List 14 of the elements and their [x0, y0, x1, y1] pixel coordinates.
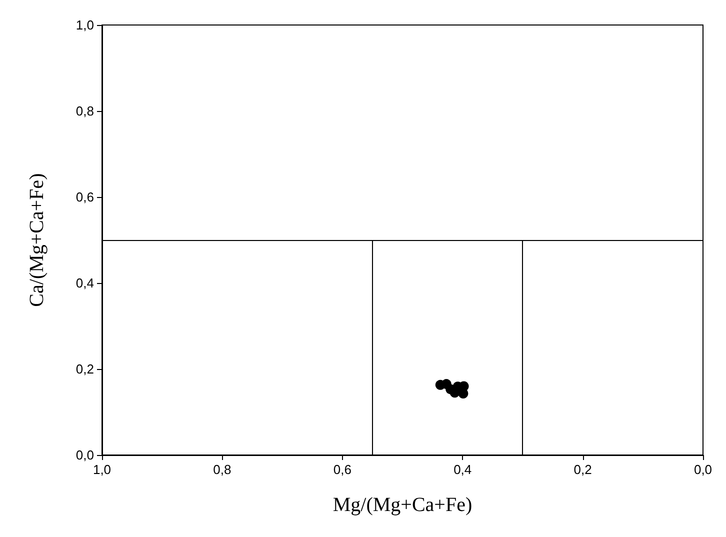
y-tick-label: 0,0 [76, 448, 94, 462]
x-axis-title: Mg/(Mg+Ca+Fe) [332, 494, 472, 516]
y-tick-label: 0,4 [76, 276, 94, 290]
x-tick-label: 0,2 [574, 462, 592, 477]
y-tick-label: 0,6 [76, 190, 94, 204]
x-tick-label: 0,0 [694, 462, 712, 477]
x-tick-label: 0,8 [213, 462, 232, 477]
x-tick-label: 0,4 [454, 462, 472, 477]
x-tick-label: 1,0 [92, 462, 112, 477]
y-axis-title: Ca/(Mg+Ca+Fe) [26, 173, 48, 307]
y-tick-label: 0,8 [76, 104, 94, 118]
x-tick-label: 0,6 [333, 462, 352, 477]
y-tick-label: 0,2 [76, 362, 94, 376]
y-tick-label: 1,0 [76, 18, 94, 32]
